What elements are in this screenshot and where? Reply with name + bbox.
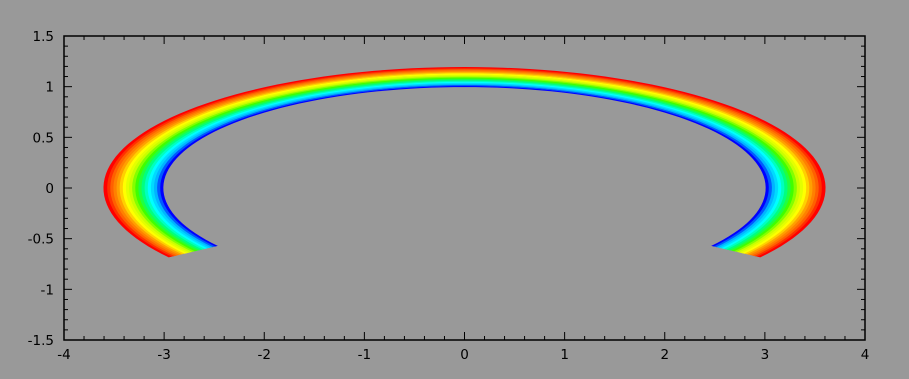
- x-tick-label: -4: [57, 347, 70, 363]
- y-tick-label: 1: [45, 80, 54, 96]
- x-axis-tick-labels: -4 -3 -2 -1 0 1 2 3 4: [57, 347, 869, 363]
- y-axis-tick-labels: -1.5 -1 -0.5 0 0.5 1 1.5: [28, 29, 54, 349]
- y-tick-label: 0: [45, 181, 54, 197]
- y-tick-label: 1.5: [33, 29, 54, 45]
- x-tick-label: 1: [560, 347, 569, 363]
- y-tick-label: -0.5: [28, 232, 54, 248]
- x-tick-label: 4: [861, 347, 870, 363]
- y-tick-label: -1.5: [28, 333, 54, 349]
- x-tick-label: 0: [460, 347, 469, 363]
- y-tick-label: 0.5: [33, 130, 54, 146]
- x-tick-label: -1: [358, 347, 371, 363]
- x-tick-label: 2: [660, 347, 669, 363]
- y-tick-label: -1: [41, 282, 54, 298]
- axis-ticks: [63, 35, 866, 341]
- x-tick-label: -3: [157, 347, 170, 363]
- x-tick-label: 3: [761, 347, 770, 363]
- x-tick-label: -2: [258, 347, 271, 363]
